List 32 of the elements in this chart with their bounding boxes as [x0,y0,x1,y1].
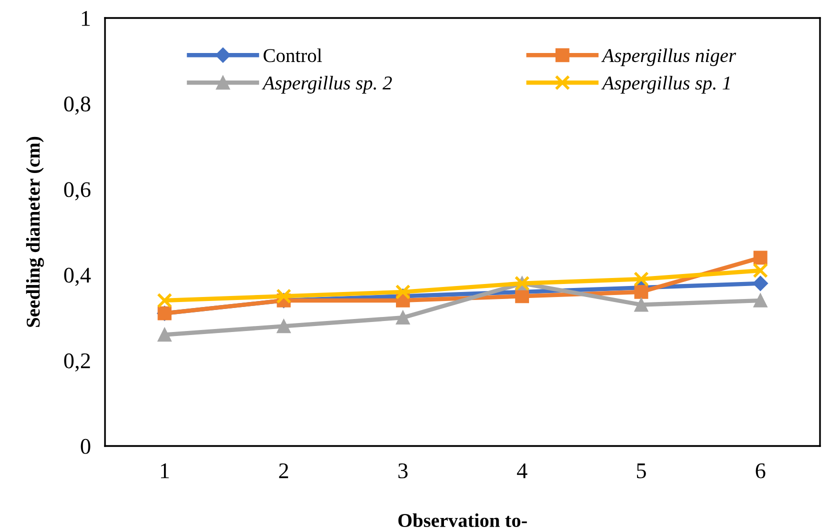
point [634,271,649,287]
legend-label: Aspergillus sp. 2 [262,76,392,94]
legend-label: Control [264,48,322,62]
point [396,310,410,325]
x-tick-label: 4 [516,463,528,478]
y-tick-label: 0 [80,438,90,454]
y-tick-label: 0,4 [64,268,91,286]
point [753,250,768,265]
point [276,319,291,334]
y-tick-label: 0,2 [64,353,90,372]
point [156,292,172,308]
point [634,284,648,299]
point [752,262,768,278]
point [515,289,530,304]
point [276,288,292,304]
y-tick-label: 0,6 [64,182,90,200]
y-tick-label: 1 [82,11,90,26]
y-tick-label: 0,8 [64,96,90,115]
y-axis-title: Seedling diameter (cm) [26,136,44,327]
point [395,284,411,300]
x-tick-label: 1 [160,463,169,478]
x-tick-label: 6 [756,463,766,478]
legend-label: Aspergillus niger [601,48,736,66]
x-tick-label: 2 [279,463,288,478]
legend-label: Aspergillus sp. 1 [601,76,730,94]
x-tick-label: 5 [636,464,646,478]
point [753,294,768,308]
point [634,298,648,312]
point [158,328,172,342]
x-axis-title: Observation to- [398,513,527,528]
point [752,276,768,291]
x-tick-label: 3 [398,463,408,478]
